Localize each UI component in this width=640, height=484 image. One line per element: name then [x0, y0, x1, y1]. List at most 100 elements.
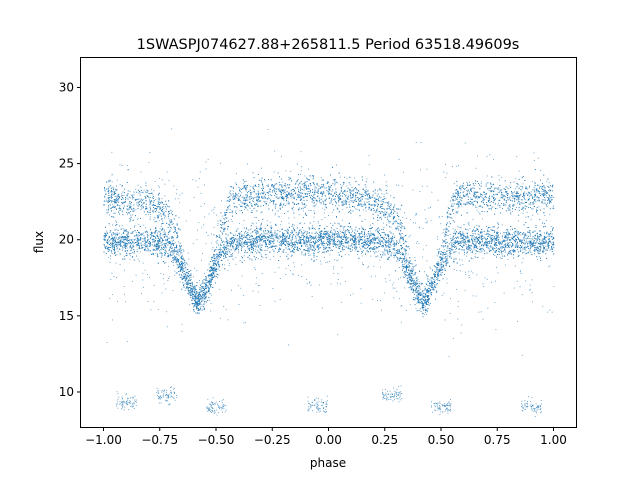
data-point — [343, 226, 345, 228]
data-point — [548, 182, 550, 184]
data-point — [167, 216, 169, 218]
data-point — [407, 276, 409, 278]
data-point — [232, 246, 234, 248]
data-point — [524, 235, 526, 237]
data-point — [437, 261, 439, 263]
data-point — [473, 204, 475, 205]
data-point — [152, 249, 154, 251]
data-point — [532, 246, 534, 247]
data-point — [417, 279, 419, 281]
data-point — [518, 184, 520, 186]
data-point — [395, 249, 397, 251]
data-point — [347, 237, 349, 239]
data-point — [490, 241, 492, 243]
data-point — [404, 267, 406, 268]
data-point — [238, 193, 240, 195]
data-point — [323, 233, 325, 235]
data-point — [140, 190, 142, 191]
data-point — [445, 235, 447, 236]
data-point — [238, 250, 239, 252]
data-point — [205, 291, 207, 293]
data-point — [311, 199, 313, 200]
data-point — [108, 241, 110, 243]
data-point — [252, 223, 254, 225]
data-point — [207, 280, 209, 282]
data-point — [201, 296, 203, 298]
data-point — [245, 243, 247, 245]
data-point — [518, 231, 519, 233]
data-point — [463, 243, 465, 245]
data-point — [341, 185, 343, 187]
data-point — [415, 291, 416, 293]
data-point — [314, 188, 316, 190]
data-point — [135, 235, 137, 237]
data-point — [157, 247, 159, 249]
data-point — [437, 272, 439, 274]
data-point — [167, 254, 169, 256]
data-point — [299, 241, 301, 243]
data-point — [520, 189, 522, 190]
data-point — [269, 221, 271, 223]
data-point — [180, 267, 181, 269]
data-point — [119, 242, 120, 244]
data-point — [442, 246, 444, 248]
data-point — [311, 227, 313, 229]
data-point — [300, 195, 301, 197]
data-point — [454, 195, 456, 197]
data-point — [158, 230, 159, 232]
data-point — [358, 204, 360, 206]
data-point — [387, 205, 389, 207]
data-point — [277, 252, 278, 253]
data-point — [262, 241, 264, 243]
data-point — [354, 199, 356, 201]
data-point — [512, 244, 513, 246]
data-point — [308, 237, 310, 239]
data-point — [448, 252, 450, 254]
data-point — [475, 253, 477, 255]
data-point — [334, 192, 335, 194]
data-point — [115, 228, 117, 230]
data-point — [537, 251, 539, 253]
data-point — [104, 195, 106, 197]
data-point — [312, 199, 313, 201]
data-point — [173, 222, 174, 224]
data-point — [260, 254, 262, 256]
data-point — [329, 185, 331, 187]
data-point — [179, 269, 181, 271]
data-point — [279, 247, 281, 249]
data-point — [269, 202, 271, 204]
data-point — [455, 241, 457, 243]
data-point — [182, 263, 183, 265]
data-point — [535, 201, 537, 203]
data-point — [444, 260, 446, 262]
data-point — [404, 242, 406, 244]
data-point — [239, 196, 241, 197]
data-point — [446, 253, 448, 255]
data-point — [514, 233, 516, 235]
data-point — [466, 255, 468, 257]
data-point — [447, 210, 449, 211]
data-point — [287, 185, 289, 187]
data-point — [383, 236, 385, 238]
data-point — [486, 175, 488, 177]
data-point — [303, 254, 305, 256]
data-point — [298, 230, 300, 232]
data-point — [131, 198, 133, 200]
data-point — [322, 200, 324, 202]
data-point — [405, 251, 406, 253]
data-point — [453, 205, 454, 207]
data-point — [461, 187, 463, 189]
data-point — [196, 292, 198, 294]
data-point — [323, 244, 325, 246]
data-point — [543, 194, 545, 196]
data-point — [275, 223, 277, 225]
data-point — [358, 235, 360, 237]
data-point — [533, 203, 535, 204]
data-point — [111, 192, 113, 194]
data-point — [512, 249, 514, 251]
data-point — [122, 232, 124, 234]
data-point — [528, 250, 530, 252]
data-point — [249, 258, 250, 260]
data-point — [149, 216, 151, 218]
data-point — [235, 234, 236, 236]
